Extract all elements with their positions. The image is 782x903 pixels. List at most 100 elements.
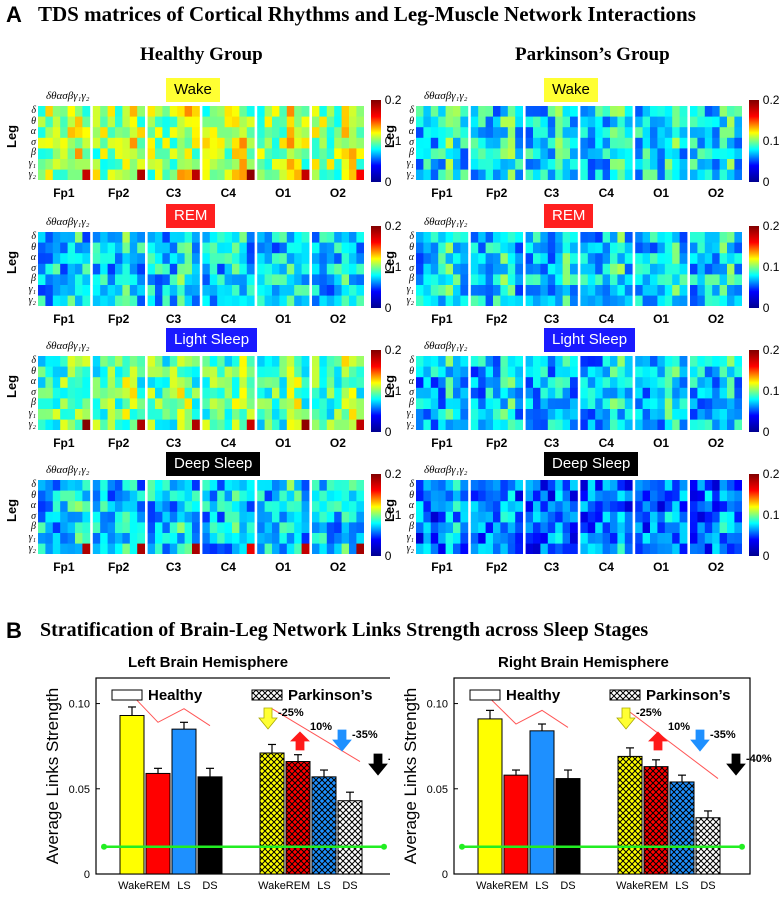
- heatmap-cell: [217, 295, 225, 307]
- heatmap-cell: [624, 116, 633, 128]
- heatmap-cell: [60, 127, 68, 139]
- heatmap-cell: [155, 232, 163, 243]
- heatmap-cell: [430, 137, 439, 149]
- heatmap-cell: [115, 137, 123, 149]
- heatmap-cell: [617, 501, 626, 513]
- heatmap-cell: [664, 285, 673, 296]
- heatmap-cell: [341, 398, 350, 410]
- heatmap-cell: [562, 490, 571, 502]
- stage-label-parkinson-rem: REM: [544, 204, 594, 228]
- heatmap-cell: [38, 480, 46, 491]
- colorbar-tick: 0.1: [384, 260, 402, 275]
- heatmap-cell: [664, 159, 673, 170]
- heatmap-cell: [326, 419, 335, 431]
- heatmap-cell: [115, 522, 123, 534]
- heatmap-cell: [697, 159, 706, 170]
- heatmap-cell: [624, 232, 633, 243]
- heatmap-cell: [224, 387, 233, 399]
- heatmap-cell: [734, 263, 742, 275]
- heatmap-cell: [587, 377, 596, 389]
- heatmap-cell: [257, 148, 265, 160]
- electrode-label-o2: O2: [329, 186, 346, 201]
- heatmap-cell: [493, 398, 501, 410]
- heatmap-cell: [470, 366, 479, 378]
- heatmap-cell: [624, 137, 633, 149]
- heatmap-cell: [719, 116, 728, 128]
- heatmap-cell: [734, 116, 742, 128]
- heatmap-cell: [712, 159, 720, 170]
- electrode-label-o1: O1: [653, 312, 670, 327]
- heatmap-cell: [107, 148, 116, 160]
- heatmap-cell: [349, 377, 357, 389]
- heatmap-cell: [672, 106, 680, 117]
- heatmap-cell: [224, 137, 233, 149]
- heatmap-cell: [122, 533, 131, 544]
- heatmap-cell: [602, 169, 611, 181]
- heatmap-cell: [122, 501, 131, 513]
- heatmap-cell: [727, 232, 735, 243]
- heatmap-cell: [734, 377, 742, 389]
- heatmap-cell: [562, 409, 571, 420]
- colorbar-tick: 0.2: [384, 343, 402, 357]
- heatmap-cell: [657, 253, 666, 265]
- heatmap-cell: [312, 242, 320, 254]
- heatmap-cell: [60, 274, 68, 286]
- heatmap-cell: [209, 106, 218, 117]
- heatmap-cell: [453, 148, 461, 160]
- heatmap-cell: [224, 159, 233, 170]
- heatmap-cell: [122, 263, 131, 275]
- colorbar-tick: 0: [762, 549, 770, 564]
- heatmap-cell: [341, 490, 350, 502]
- heatmap-cell: [438, 377, 446, 389]
- heatmap-cell: [595, 533, 603, 544]
- electrode-label-fp1: Fp1: [53, 312, 75, 327]
- heatmap-cell: [356, 398, 364, 410]
- heatmap-cell: [155, 263, 163, 275]
- heatmap-cell: [257, 543, 265, 555]
- heatmap-cell: [356, 387, 364, 399]
- heatmap-cell: [147, 295, 156, 307]
- colorbar-tick: 0.2: [762, 219, 780, 233]
- heatmap-cell: [423, 127, 432, 139]
- electrode-label-fp2: Fp2: [486, 436, 508, 451]
- heatmap-cell: [445, 366, 454, 378]
- heatmap-cell: [319, 387, 328, 399]
- heatmap-cell: [326, 480, 335, 491]
- heatmap-cell: [92, 490, 101, 502]
- heatmap-cell: [239, 159, 248, 170]
- electrode-label-fp2: Fp2: [108, 312, 130, 327]
- heatmap-cell: [602, 159, 611, 170]
- heatmap-cell: [485, 242, 494, 254]
- heatmap-cell: [704, 116, 713, 128]
- heatmap-cell: [500, 522, 509, 534]
- heatmap-cell: [75, 366, 83, 378]
- heatmap-cell: [155, 366, 163, 378]
- heatmap-cell: [257, 533, 265, 544]
- heatmap-cell: [500, 356, 509, 367]
- heatmap-cell: [734, 253, 742, 265]
- rhythm-tick: θ: [31, 115, 36, 127]
- heatmap-cell: [515, 285, 523, 296]
- heatmap-cell: [224, 480, 233, 491]
- heatmap-cell: [704, 522, 713, 534]
- heatmap-cell: [319, 263, 328, 275]
- heatmap-cell: [500, 116, 509, 128]
- heatmap-cell: [82, 356, 91, 367]
- heatmap-cell: [67, 159, 76, 170]
- heatmap-cell: [294, 285, 302, 296]
- heatmap-cell: [92, 533, 101, 544]
- heatmap-cell: [217, 366, 225, 378]
- heatmap-cell: [500, 511, 509, 523]
- heatmap-cell: [162, 127, 171, 139]
- heatmap-cell: [75, 409, 83, 420]
- heatmap-cell: [500, 106, 509, 117]
- heatmap-cell: [602, 263, 611, 275]
- heatmap-cell: [460, 232, 469, 243]
- heatmap-cell: [45, 232, 54, 243]
- heatmap-cell: [192, 159, 200, 170]
- heatmap-cell: [664, 295, 673, 307]
- heatmap-cell: [672, 409, 680, 420]
- heatmap-cell: [430, 295, 439, 307]
- heatmap-cell: [485, 419, 494, 431]
- heatmap-cell: [460, 295, 469, 307]
